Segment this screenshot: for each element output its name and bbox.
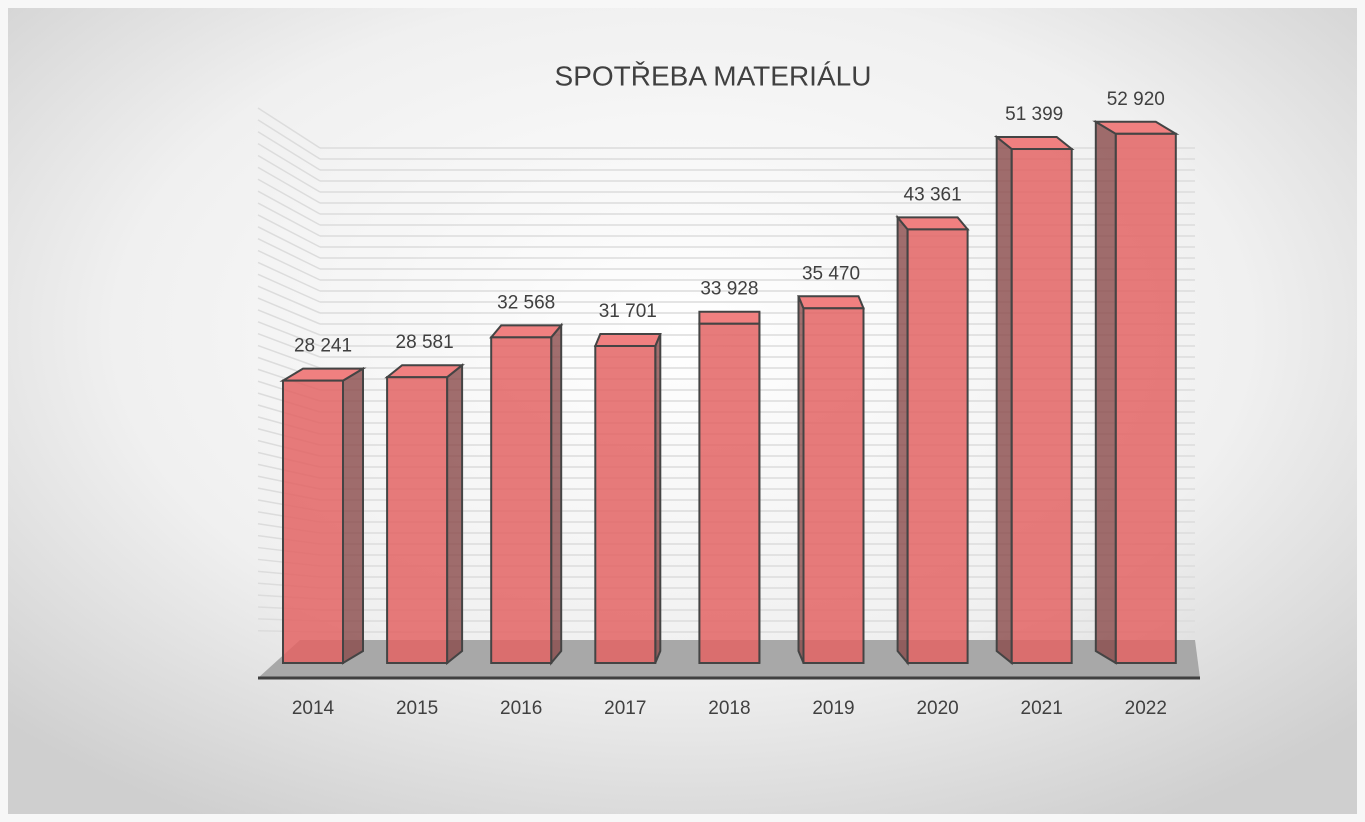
wall-line [257, 154, 321, 193]
bar-top [993, 136, 1075, 151]
data-label: 28 241 [294, 336, 352, 357]
bar-top [895, 216, 970, 231]
bar-front [698, 322, 761, 664]
data-label: 32 568 [497, 292, 555, 313]
x-tick-label: 2022 [1125, 698, 1167, 719]
bar-side [896, 214, 909, 666]
bar-front [282, 379, 344, 664]
wall-line [257, 202, 321, 237]
bar-top [489, 324, 564, 339]
bar-front [490, 336, 553, 664]
bar-top [593, 332, 662, 347]
bar [384, 363, 465, 666]
wall-line [257, 178, 321, 215]
bar-front [386, 376, 449, 664]
wall-line [257, 333, 321, 358]
bar-side [446, 363, 464, 666]
wall-line [257, 131, 321, 171]
chart-title: SPOTŘEBA MATERIÁLU [555, 60, 872, 91]
x-tick-label: 2016 [500, 698, 542, 719]
wall-line [257, 273, 321, 303]
x-tick-label: 2014 [292, 698, 335, 719]
wall-line [257, 214, 321, 248]
wall-line [257, 309, 321, 336]
bar [593, 332, 662, 664]
data-label: 33 928 [700, 279, 758, 300]
bar-top [797, 295, 865, 310]
wall-line [257, 285, 321, 314]
data-label: 51 399 [1005, 104, 1063, 125]
bar-front [1114, 132, 1177, 665]
data-label: 43 361 [904, 184, 962, 205]
bar [698, 310, 761, 664]
wall-line [257, 297, 321, 325]
wall-line [257, 249, 321, 281]
bar-side [995, 134, 1013, 666]
bar [279, 366, 367, 665]
bar-front [906, 228, 969, 664]
bar [797, 295, 865, 664]
wall-line [257, 238, 321, 270]
wall-line [257, 107, 321, 149]
bar-top [384, 364, 465, 379]
bar [489, 322, 564, 666]
bar-top [698, 310, 761, 325]
wall-line [257, 190, 321, 226]
wall-line [257, 142, 321, 182]
x-tick-label: 2015 [396, 698, 438, 719]
bar-front [1010, 148, 1073, 664]
bar [993, 134, 1075, 666]
data-label: 52 920 [1107, 89, 1165, 110]
x-tick-label: 2021 [1021, 698, 1063, 719]
bar [895, 214, 970, 666]
bar [1092, 120, 1180, 665]
wall-line [257, 119, 321, 160]
wall-line [257, 321, 321, 347]
x-tick-label: 2020 [916, 698, 958, 719]
bar-front [594, 344, 657, 664]
data-label: 35 470 [802, 263, 860, 284]
bar-side [1094, 120, 1117, 665]
wall-line [257, 344, 321, 369]
wall-line [257, 261, 321, 292]
x-tick-label: 2017 [604, 698, 646, 719]
x-tick-label: 2018 [708, 698, 750, 719]
data-label: 28 581 [396, 332, 454, 353]
x-tick-label: 2019 [812, 698, 854, 719]
data-label: 31 701 [599, 301, 657, 322]
bar-side [342, 366, 364, 665]
wall-line [257, 226, 321, 259]
bar-side [550, 322, 563, 666]
bar-front [802, 307, 865, 664]
wall-line [257, 166, 321, 204]
